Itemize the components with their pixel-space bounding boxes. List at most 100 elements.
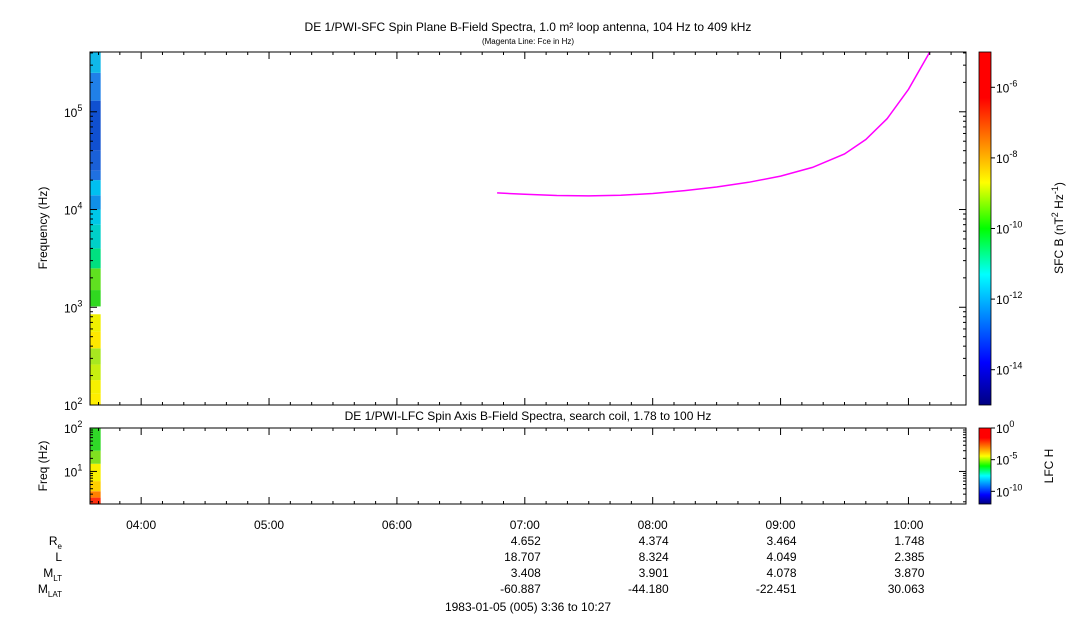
top-colorbar-label-base: 10 xyxy=(996,81,1010,95)
top-colorbar-title-part: -1 xyxy=(1050,186,1060,194)
top-heatmap-cell-12 xyxy=(90,195,101,210)
bottom-colorbar-label-exp: -5 xyxy=(1009,451,1017,461)
ephemeris-value: 3.464 xyxy=(767,534,797,548)
bottom-heatmap-cell-0 xyxy=(90,497,101,504)
bottom-panel-title: DE 1/PWI-LFC Spin Axis B-Field Spectra, … xyxy=(345,409,712,423)
top-heatmap-cell-5 xyxy=(90,314,101,332)
ephemeris-value: -60.887 xyxy=(500,582,541,596)
ephemeris-row-label-sub: LT xyxy=(53,574,62,583)
top-y-tick-label: 102 xyxy=(64,396,82,413)
ephemeris-value: 4.049 xyxy=(767,550,797,564)
ephemeris-value: 4.078 xyxy=(767,566,797,580)
ephemeris-row-label-sub: e xyxy=(58,542,63,551)
top-heatmap-cell-15 xyxy=(90,150,101,171)
top-y-tick-label: 104 xyxy=(64,201,82,218)
bottom-colorbar-label: 10-10 xyxy=(996,482,1022,499)
top-panel-ylabel: Frequency (Hz) xyxy=(36,187,50,270)
ephemeris-row-label: L xyxy=(55,550,62,564)
top-panel-title: DE 1/PWI-SFC Spin Plane B-Field Spectra,… xyxy=(305,20,752,34)
top-colorbar-label-base: 10 xyxy=(996,293,1010,307)
bottom-x-ticks xyxy=(98,428,952,504)
top-heatmap-cell-9 xyxy=(90,248,101,269)
top-heatmap-cell-3 xyxy=(90,348,101,365)
ephemeris-table: ReLMLTMLAT4.65218.7073.408-60.8874.3748.… xyxy=(38,534,925,599)
time-tick-label: 05:00 xyxy=(254,518,284,532)
time-tick-label: 10:00 xyxy=(893,518,923,532)
top-colorbar-label: 10-10 xyxy=(996,220,1022,237)
top-y-tick-base: 10 xyxy=(64,204,78,218)
ephemeris-value: 1.748 xyxy=(894,534,924,548)
bottom-heatmap-cell-1 xyxy=(90,491,101,498)
time-axis-labels: 04:00 05:00 06:00 07:00 08:00 09:00 10:00 xyxy=(126,518,924,532)
top-heatmap-cell-14 xyxy=(90,170,101,181)
ephemeris-row-label-main: M xyxy=(38,582,48,596)
ephemeris-row-label-main: M xyxy=(43,566,53,580)
fce-line xyxy=(497,51,931,197)
ephemeris-value: 4.374 xyxy=(639,534,669,548)
bottom-colorbar-label: 10-5 xyxy=(996,451,1017,468)
top-y-tick-exp: 3 xyxy=(77,298,82,308)
top-colorbar-title-part: 2 xyxy=(1050,212,1060,217)
top-y-tick-exp: 2 xyxy=(77,396,82,406)
bottom-y-tick-label: 101 xyxy=(64,462,82,479)
fce-line-group xyxy=(497,51,931,197)
top-colorbar-title-part: ) xyxy=(1052,182,1066,186)
bottom-panel-ylabel: Freq (Hz) xyxy=(36,441,50,492)
top-heatmap-cell-10 xyxy=(90,224,101,249)
bottom-colorbar-label-exp: -10 xyxy=(1009,482,1022,492)
bottom-panel-frame xyxy=(89,427,967,505)
top-colorbar-label-base: 10 xyxy=(996,152,1010,166)
top-colorbar-label-exp: -14 xyxy=(1009,361,1022,371)
top-colorbar-label-exp: -6 xyxy=(1009,78,1017,88)
top-panel-frame xyxy=(89,51,967,406)
top-colorbar-label-base: 10 xyxy=(996,364,1010,378)
bottom-y-tick-exp: 2 xyxy=(77,419,82,429)
top-x-ticks xyxy=(98,52,952,405)
top-colorbar-title-part: SFC B (nT xyxy=(1052,217,1066,274)
bottom-heatmap-cell-2 xyxy=(90,481,101,492)
ephemeris-value: 2.385 xyxy=(894,550,924,564)
top-y-tick-exp: 4 xyxy=(77,201,82,211)
top-colorbar-label-exp: -10 xyxy=(1009,220,1022,230)
top-heatmap-cell-4 xyxy=(90,331,101,349)
top-heatmap-cell-11 xyxy=(90,209,101,225)
top-colorbar-label-base: 10 xyxy=(996,223,1010,237)
ephemeris-value: 3.408 xyxy=(511,566,541,580)
time-tick-label: 06:00 xyxy=(382,518,412,532)
bottom-colorbar-title: LFC H xyxy=(1042,449,1056,484)
ephemeris-value: 18.707 xyxy=(504,550,541,564)
ephemeris-value: 3.870 xyxy=(894,566,924,580)
top-heatmap-cells xyxy=(90,52,101,405)
bottom-y-tick-label: 102 xyxy=(64,419,82,436)
ephemeris-row-label-sub: LAT xyxy=(48,590,62,599)
time-tick-label: 04:00 xyxy=(126,518,156,532)
bottom-colorbar-label-exp: 0 xyxy=(1009,419,1014,429)
bottom-heatmap-cell-3 xyxy=(90,463,101,482)
top-colorbar-label: 10-12 xyxy=(996,290,1022,307)
bottom-colorbar-label: 100 xyxy=(996,419,1014,436)
top-heatmap-cell-18 xyxy=(90,52,101,73)
top-y-tick-base: 10 xyxy=(64,301,78,315)
top-heatmap-cell-7 xyxy=(90,290,101,307)
top-y-tick-label: 105 xyxy=(64,103,82,120)
top-heatmap-cell-8 xyxy=(90,268,101,291)
bottom-y-tick-exp: 1 xyxy=(77,462,82,472)
time-tick-label: 08:00 xyxy=(638,518,668,532)
top-y-tick-exp: 5 xyxy=(77,103,82,113)
top-heatmap-cell-17 xyxy=(90,72,101,101)
bottom-heatmap-cell-5 xyxy=(90,428,101,451)
ephemeris-value: 3.901 xyxy=(639,566,669,580)
top-colorbar-label: 10-6 xyxy=(996,78,1017,95)
bottom-heatmap-cells xyxy=(90,428,101,504)
bottom-colorbar-label-base: 10 xyxy=(996,454,1010,468)
top-y-tick-base: 10 xyxy=(64,106,78,120)
bottom-y-tick-base: 10 xyxy=(64,465,78,479)
bottom-colorbar-label-base: 10 xyxy=(996,485,1010,499)
top-heatmap-cell-13 xyxy=(90,180,101,196)
top-y-tick-label: 103 xyxy=(64,298,82,315)
time-tick-label: 07:00 xyxy=(510,518,540,532)
top-colorbar-title: SFC B (nT2 Hz-1) xyxy=(1050,182,1066,274)
ephemeris-row-label-main: R xyxy=(49,534,58,548)
